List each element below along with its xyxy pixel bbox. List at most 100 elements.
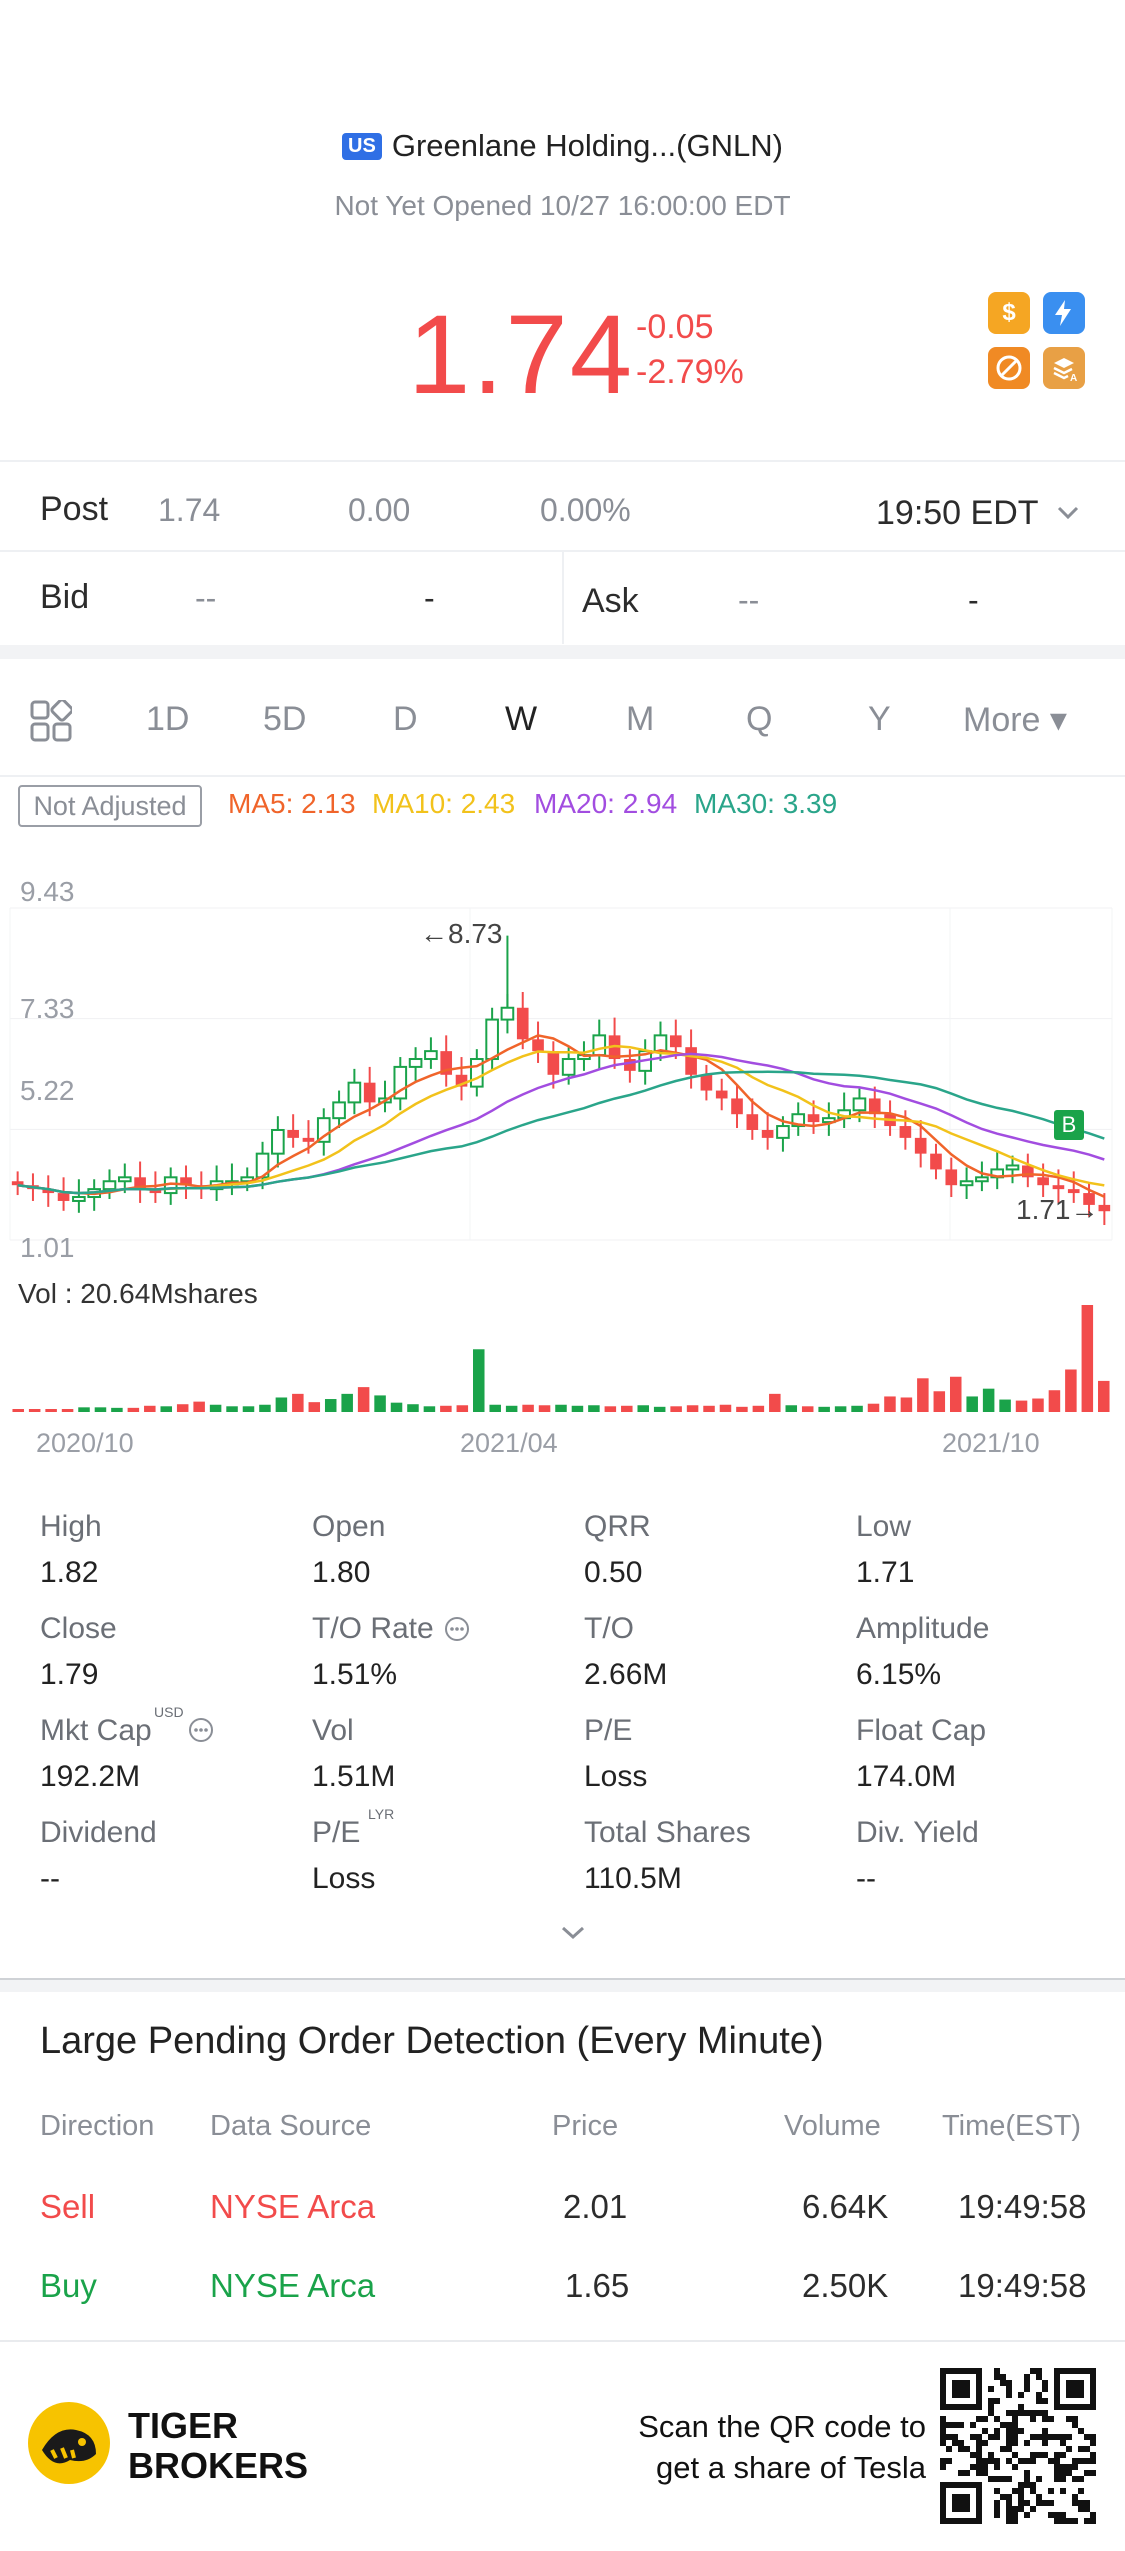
qr-module <box>1066 2434 1072 2440</box>
qr-module <box>1024 2512 1030 2518</box>
qr-module <box>994 2458 1000 2464</box>
qr-module <box>1036 2476 1042 2482</box>
candle-body <box>1083 1193 1095 1205</box>
price-chart[interactable] <box>0 860 1125 1460</box>
volume-bar <box>949 1376 962 1412</box>
tab-q[interactable]: Q <box>746 700 773 738</box>
candle-body <box>271 1128 285 1155</box>
brand-line1: TIGER <box>128 2405 239 2446</box>
qr-module <box>1060 2512 1066 2518</box>
candle-body <box>424 1050 438 1061</box>
qr-module <box>940 2416 946 2422</box>
volume-bar <box>555 1404 567 1412</box>
qr-module <box>952 2434 958 2440</box>
candle-body <box>561 1058 576 1076</box>
qr-module <box>1048 2458 1054 2464</box>
qr-module <box>1084 2506 1090 2512</box>
qr-module <box>976 2458 982 2464</box>
ask-size: - <box>968 582 979 618</box>
qr-module <box>1000 2374 1006 2380</box>
volume-bar <box>571 1405 584 1412</box>
qr-code[interactable] <box>940 2368 1096 2524</box>
expand-chevron-icon[interactable] <box>560 1925 586 1946</box>
volume-bar <box>522 1404 534 1412</box>
candle-body <box>72 1196 86 1202</box>
stat-label: Mkt Cap <box>40 1714 152 1747</box>
qr-module <box>1006 2434 1012 2440</box>
y-tick-3: 5.22 <box>20 1075 75 1106</box>
lightning-level1-icon[interactable] <box>1043 292 1085 334</box>
brand-name: TIGER BROKERS <box>128 2406 308 2486</box>
tab-d[interactable]: D <box>393 700 418 738</box>
qr-module <box>940 2464 946 2470</box>
tab-m[interactable]: M <box>626 700 655 738</box>
tab-w[interactable]: W <box>505 700 538 738</box>
qr-module <box>1066 2446 1072 2452</box>
volume-bar <box>324 1399 337 1412</box>
qr-module <box>946 2446 952 2452</box>
bid-price: -- <box>195 580 217 616</box>
buy-marker[interactable]: B <box>1054 1110 1084 1140</box>
qr-module <box>1060 2476 1066 2482</box>
dollar-icon[interactable]: $ <box>988 292 1030 334</box>
candle-body <box>1052 1185 1065 1190</box>
qr-module <box>1006 2518 1012 2524</box>
qr-module <box>1078 2488 1084 2494</box>
tab-1d[interactable]: 1D <box>146 700 190 738</box>
qr-module <box>1066 2416 1072 2422</box>
ma10-line <box>17 1044 1105 1195</box>
tab-more[interactable]: More ▾ <box>963 701 1067 739</box>
volume-bar <box>226 1406 238 1412</box>
adjust-toggle[interactable]: Not Adjusted <box>18 785 202 827</box>
candle-body <box>470 1058 484 1088</box>
qr-module <box>982 2470 988 2476</box>
promo-line2: get a share of Tesla <box>656 2450 926 2485</box>
brand-line2: BROKERS <box>128 2445 309 2486</box>
qr-module <box>1024 2458 1030 2464</box>
qr-module <box>1024 2482 1030 2488</box>
volume-bar <box>176 1404 189 1412</box>
grid-menu-icon[interactable] <box>30 698 74 747</box>
qr-module <box>1000 2422 1006 2428</box>
volume-bar <box>604 1406 617 1412</box>
volume-bar <box>1065 1369 1077 1412</box>
volume-bar <box>834 1406 847 1412</box>
qr-module <box>940 2440 946 2446</box>
qr-module <box>1006 2500 1012 2506</box>
qr-module <box>1006 2506 1012 2512</box>
post-time-selector[interactable]: 19:50 EDT <box>876 490 1079 533</box>
candle-body <box>715 1090 728 1099</box>
ma30-line <box>17 1070 1105 1195</box>
info-icon[interactable] <box>444 1616 470 1647</box>
candle-body <box>959 1180 974 1187</box>
qr-module <box>1000 2494 1006 2500</box>
volume-bar <box>160 1406 173 1412</box>
stat-label: Total Shares <box>584 1816 751 1849</box>
order-price: 1.65 <box>565 2267 630 2304</box>
stat-label: High <box>40 1510 102 1543</box>
volume-bar <box>801 1406 814 1412</box>
qr-module <box>1036 2374 1042 2380</box>
x-tick-1: 2020/10 <box>36 1428 134 1458</box>
qr-module <box>1090 2518 1096 2524</box>
qr-module <box>1066 2518 1072 2524</box>
candle-body <box>180 1177 192 1186</box>
qr-module <box>1030 2434 1036 2440</box>
qr-module <box>1048 2434 1054 2440</box>
qr-module <box>1000 2446 1006 2452</box>
info-icon[interactable] <box>188 1717 214 1748</box>
stack-a-icon[interactable]: A <box>1043 347 1085 389</box>
qr-module <box>970 2434 976 2440</box>
qr-module <box>1042 2398 1048 2404</box>
volume-bar <box>209 1404 222 1412</box>
qr-module <box>1054 2470 1060 2476</box>
qr-module <box>1042 2416 1048 2422</box>
bid-label: Bid <box>40 578 90 616</box>
tab-5d[interactable]: 5D <box>263 700 307 738</box>
no-short-icon[interactable] <box>988 347 1030 389</box>
qr-module <box>982 2440 988 2446</box>
svg-text:A: A <box>1070 373 1077 384</box>
tab-y[interactable]: Y <box>868 700 891 738</box>
volume-bar <box>242 1406 255 1412</box>
qr-module <box>1060 2452 1066 2458</box>
